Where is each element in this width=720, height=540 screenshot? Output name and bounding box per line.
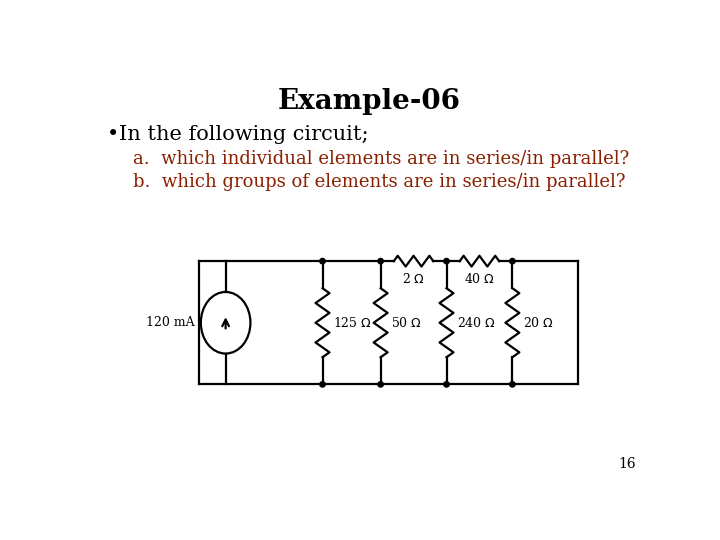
Circle shape: [320, 382, 325, 387]
Circle shape: [444, 259, 449, 264]
Circle shape: [444, 382, 449, 387]
Text: 16: 16: [618, 457, 636, 470]
Text: 20 $\Omega$: 20 $\Omega$: [523, 316, 554, 330]
Text: b.  which groups of elements are in series/in parallel?: b. which groups of elements are in serie…: [132, 173, 625, 191]
Text: 125 $\Omega$: 125 $\Omega$: [333, 316, 372, 330]
Text: Example-06: Example-06: [277, 88, 461, 115]
Text: •: •: [107, 125, 120, 144]
Text: 240 $\Omega$: 240 $\Omega$: [457, 316, 496, 330]
Circle shape: [378, 382, 383, 387]
Text: In the following circuit;: In the following circuit;: [120, 125, 369, 144]
Circle shape: [510, 259, 515, 264]
Text: 50 $\Omega$: 50 $\Omega$: [392, 316, 423, 330]
Circle shape: [510, 382, 515, 387]
Circle shape: [320, 259, 325, 264]
Text: 40 $\Omega$: 40 $\Omega$: [464, 272, 495, 286]
Text: 120 mA: 120 mA: [146, 316, 194, 329]
Text: a.  which individual elements are in series/in parallel?: a. which individual elements are in seri…: [132, 150, 629, 167]
Text: 2 $\Omega$: 2 $\Omega$: [402, 272, 425, 286]
Circle shape: [378, 259, 383, 264]
